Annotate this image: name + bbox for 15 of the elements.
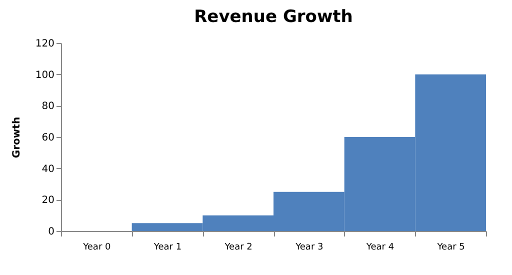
- y-axis-title: Growth: [11, 116, 22, 158]
- y-tick-label: 40: [42, 164, 54, 175]
- y-tick-label: 100: [35, 70, 54, 81]
- chart-title: Revenue Growth: [194, 7, 353, 27]
- x-tick-label: Year 2: [224, 242, 252, 252]
- y-tick-label: 80: [42, 101, 54, 112]
- y-tick-label: 60: [42, 132, 54, 144]
- x-tick-label: Year 1: [152, 242, 182, 252]
- y-tick-label: 20: [42, 195, 54, 206]
- x-tick-label: Year 4: [365, 242, 394, 252]
- y-tick-label: 120: [35, 38, 54, 50]
- x-tick-label: Year 0: [82, 242, 112, 252]
- x-tick-label: Year 5: [436, 242, 465, 252]
- y-tick-label: 0: [48, 226, 54, 238]
- x-tick-label: Year 3: [294, 242, 324, 252]
